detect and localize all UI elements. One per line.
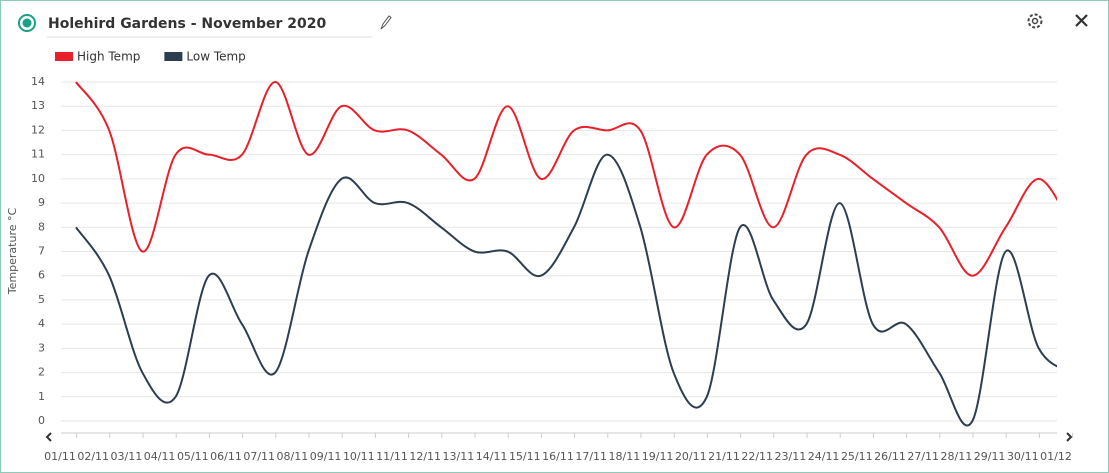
- legend-swatch: [164, 52, 183, 61]
- x-tick-label: 13/11: [443, 450, 475, 463]
- y-tick-label: 11: [31, 148, 45, 161]
- y-tick-label: 8: [38, 220, 45, 233]
- legend-swatch: [55, 52, 73, 61]
- y-tick-label: 5: [38, 293, 45, 306]
- x-tick-label: 09/11: [310, 450, 342, 463]
- x-tick-label: 06/11: [210, 450, 242, 463]
- y-tick-label: 12: [31, 123, 45, 136]
- y-tick-label: 0: [38, 414, 45, 427]
- x-tick-label: 20/11: [675, 450, 707, 463]
- legend-label: Low Temp: [186, 50, 245, 64]
- x-tick-label: 24/11: [808, 450, 840, 463]
- x-tick-label: 04/11: [144, 450, 176, 463]
- x-tick-label: 25/11: [841, 450, 873, 463]
- x-tick-label: 03/11: [111, 450, 143, 463]
- y-tick-label: 4: [38, 317, 45, 330]
- scroll-right[interactable]: [1066, 432, 1073, 442]
- y-tick-label: 13: [31, 99, 45, 112]
- x-tick-label: 26/11: [874, 450, 906, 463]
- x-tick-label: 10/11: [343, 450, 375, 463]
- x-tick-label: 21/11: [708, 450, 740, 463]
- x-tick-label: 05/11: [177, 450, 209, 463]
- x-tick-label: 18/11: [609, 450, 641, 463]
- legend-label: High Temp: [77, 50, 140, 64]
- y-tick-label: 3: [38, 341, 45, 354]
- line: [75, 80, 1057, 277]
- status-dot: [22, 18, 32, 28]
- x-tick-label: 29/11: [974, 450, 1006, 463]
- plot-area: [75, 80, 1057, 427]
- x-tick-label: 19/11: [642, 450, 674, 463]
- x-tick-label: 01/11: [44, 450, 76, 463]
- line: [75, 153, 1057, 427]
- x-tick-label: 01/12: [1040, 450, 1072, 463]
- x-tick-label: 28/11: [941, 450, 973, 463]
- status-icon[interactable]: [18, 14, 36, 32]
- edit-icon[interactable]: [380, 15, 392, 30]
- x-tick-label: 07/11: [243, 450, 275, 463]
- x-tick-label: 08/11: [277, 450, 309, 463]
- scroll-left[interactable]: [45, 432, 52, 442]
- close-icon[interactable]: [1075, 14, 1088, 27]
- settings-icon[interactable]: [1027, 13, 1043, 29]
- x-tick-label: 14/11: [476, 450, 508, 463]
- x-tick-label: 27/11: [907, 450, 939, 463]
- y-tick-label: 9: [38, 196, 45, 209]
- y-tick-label: 1: [38, 390, 45, 403]
- x-tick-label: 15/11: [509, 450, 541, 463]
- x-tick-label: 16/11: [542, 450, 574, 463]
- y-tick-label: 2: [38, 366, 45, 379]
- y-tick-label: 7: [38, 245, 45, 258]
- x-tick-label: 11/11: [376, 450, 408, 463]
- x-tick-label: 17/11: [575, 450, 607, 463]
- y-tick-label: 6: [38, 269, 45, 282]
- y-tick-label: 10: [31, 172, 45, 185]
- chart-title: Holehird Gardens - November 2020: [48, 16, 326, 32]
- x-tick-label: 22/11: [741, 450, 773, 463]
- x-tick-label: 02/11: [77, 450, 109, 463]
- x-tick-label: 12/11: [409, 450, 441, 463]
- y-axis-label: Temperature °C: [6, 208, 19, 296]
- y-tick-label: 14: [31, 75, 45, 88]
- x-tick-label: 30/11: [1007, 450, 1039, 463]
- x-tick-label: 23/11: [775, 450, 807, 463]
